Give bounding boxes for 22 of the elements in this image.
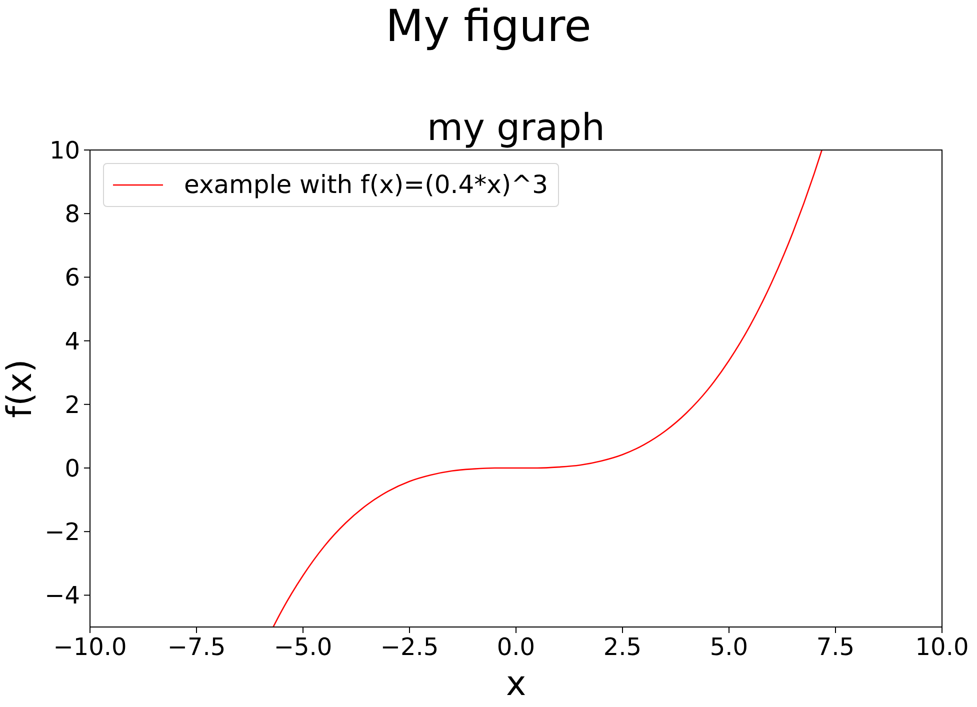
legend-label: example with f(x)=(0.4*x)^3 bbox=[184, 169, 548, 201]
y-tick-label: 4 bbox=[64, 327, 80, 356]
y-tick-label: 0 bbox=[64, 454, 80, 483]
y-axis-title: f(x) bbox=[0, 359, 40, 418]
x-tick-label: 0.0 bbox=[496, 633, 536, 662]
chart-title: My figure bbox=[384, 0, 592, 54]
x-tick-label: −5.0 bbox=[274, 633, 332, 662]
x-axis-title: x bbox=[506, 664, 526, 704]
x-tick-label: 5.0 bbox=[710, 633, 748, 662]
x-tick-label: −10.0 bbox=[53, 633, 127, 662]
y-tick-label: 8 bbox=[64, 200, 80, 228]
x-tick-label: −2.5 bbox=[380, 633, 439, 662]
y-tick-label: 2 bbox=[64, 390, 80, 419]
x-tick-label: −7.5 bbox=[167, 633, 226, 662]
y-tick-label: 6 bbox=[64, 264, 80, 292]
x-tick-label: 10.0 bbox=[915, 633, 969, 662]
y-tick-label: 10 bbox=[49, 136, 80, 165]
chart-subtitle: my graph bbox=[426, 106, 606, 150]
x-tick-label: 2.5 bbox=[603, 633, 642, 662]
y-tick-label: −4 bbox=[44, 582, 80, 610]
x-tick-label: 7.5 bbox=[816, 633, 855, 662]
y-tick-label: −2 bbox=[44, 518, 80, 546]
